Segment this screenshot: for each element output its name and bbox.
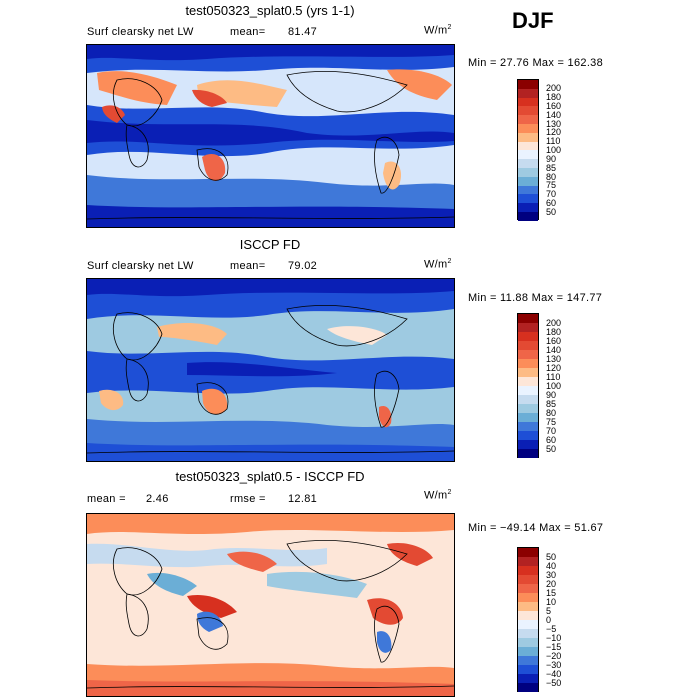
panel2-tick-0: 200 [546, 318, 562, 328]
panel2-map [86, 278, 455, 462]
panel3-tick-3: 20 [546, 579, 557, 589]
panel2-tick-5: 120 [546, 363, 562, 373]
panel1-tick-6: 110 [546, 136, 561, 146]
panel1-tick-8: 90 [546, 154, 557, 164]
panel2-tick-10: 80 [546, 408, 557, 418]
panel1-tick-7: 100 [546, 145, 562, 155]
panel3-tick-4: 15 [546, 588, 557, 598]
panel2-tick-6: 110 [546, 372, 561, 382]
panel3-tick-10: −15 [546, 642, 562, 652]
panel2-tick-11: 75 [546, 417, 557, 427]
panel3-unit: W/m2 [424, 489, 452, 502]
panel2-tick-3: 140 [546, 345, 562, 355]
panel2-title: ISCCP FD [239, 237, 301, 252]
panel3-tick-14: −50 [546, 678, 562, 688]
panel1-tick-12: 70 [546, 189, 557, 199]
panel3-tick-8: −5 [546, 624, 557, 634]
panel1-title: test050323_splat0.5 (yrs 1-1) [185, 3, 355, 18]
panel3-minmax: Min = −49.14 Max = 51.67 [468, 522, 604, 534]
season-label: DJF [512, 8, 554, 33]
panel2-unit: W/m2 [424, 258, 452, 271]
panel1-tick-1: 180 [546, 92, 562, 102]
panel3-map [86, 513, 455, 697]
panel2-tick-2: 160 [546, 336, 562, 346]
panel1-tick-14: 50 [546, 207, 557, 217]
panel2-tick-7: 100 [546, 381, 562, 391]
panel1-tick-4: 130 [546, 119, 562, 129]
panel2-tick-14: 50 [546, 444, 557, 454]
panel1-tick-2: 160 [546, 101, 562, 111]
panel1-tick-11: 75 [546, 180, 557, 190]
panel1-tick-5: 120 [546, 127, 562, 137]
panel2-tick-8: 90 [546, 390, 557, 400]
panel3-tick-13: −40 [546, 669, 562, 679]
panel1-tick-10: 80 [546, 172, 557, 182]
panel3-tick-2: 30 [546, 570, 557, 580]
panel3-tick-11: −20 [546, 651, 562, 661]
panel2-mean-label: mean= [230, 260, 266, 272]
panel3-tick-9: −10 [546, 633, 562, 643]
panel1-mean-label: mean= [230, 26, 266, 38]
panel3-tick-0: 50 [546, 552, 557, 562]
panel1-minmax: Min = 27.76 Max = 162.38 [468, 57, 604, 69]
panel3-tick-5: 10 [546, 597, 557, 607]
panel3-colorbar [517, 547, 539, 692]
panel2-mean-value: 79.02 [288, 260, 318, 272]
panel1-tick-13: 60 [546, 198, 557, 208]
panel2-minmax: Min = 11.88 Max = 147.77 [468, 292, 603, 304]
panel1-field-label: Surf clearsky net LW [87, 26, 194, 38]
panel3-tick-12: −30 [546, 660, 562, 670]
panel1-colorbar [517, 79, 539, 221]
panel3-tick-6: 5 [546, 606, 552, 616]
panel2-tick-9: 85 [546, 399, 557, 409]
panel1-tick-0: 200 [546, 83, 562, 93]
panel1-tick-9: 85 [546, 163, 557, 173]
panel1-mean-value: 81.47 [288, 26, 318, 38]
panel2-tick-12: 70 [546, 426, 557, 436]
panel1-tick-3: 140 [546, 110, 562, 120]
panel2-tick-4: 130 [546, 354, 562, 364]
panel3-mean-value: 2.46 [146, 493, 169, 505]
panel1-unit: W/m2 [424, 24, 452, 37]
panel2-colorbar [517, 313, 539, 458]
panel3-rmse-label: rmse = [230, 493, 266, 505]
panel1-map [86, 44, 455, 228]
panel2-tick-13: 60 [546, 435, 557, 445]
panel3-tick-1: 40 [546, 561, 557, 571]
panel3-tick-7: 0 [546, 615, 552, 625]
panel2-tick-1: 180 [546, 327, 562, 337]
panel3-title: test050323_splat0.5 - ISCCP FD [175, 469, 365, 484]
panel3-rmse-value: 12.81 [288, 493, 318, 505]
panel2-field-label: Surf clearsky net LW [87, 260, 194, 272]
panel3-mean-label: mean = [87, 493, 126, 505]
